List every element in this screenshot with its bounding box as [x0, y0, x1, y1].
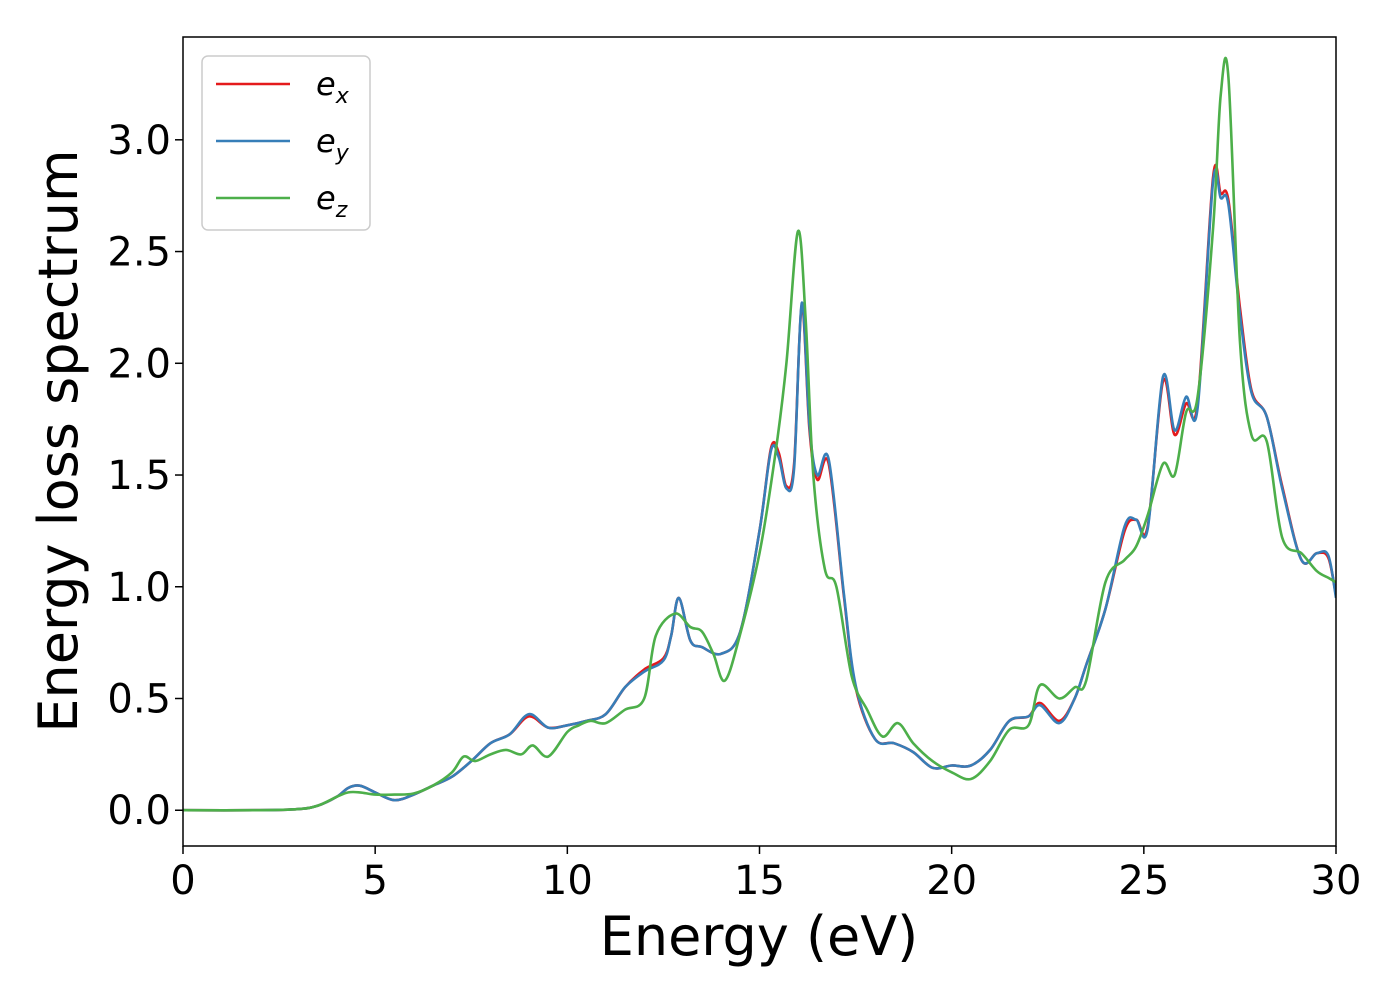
x-axis: 0 5 10 15 20 25 30: [170, 846, 1361, 904]
y-axis: 0.0 0.5 1.0 1.5 2.0 2.5 3.0: [107, 118, 183, 834]
x-tick-label: 5: [362, 858, 387, 904]
x-tick-label: 30: [1311, 858, 1362, 904]
x-axis-label: Energy (eV): [600, 905, 919, 968]
y-tick-label: 0.5: [107, 677, 171, 723]
series-line-z: [183, 56, 1336, 812]
legend-label-z: ez: [316, 179, 348, 223]
plot-background: [183, 37, 1336, 846]
x-tick-label: 20: [926, 858, 977, 904]
y-axis-label: Energy loss spectrum: [27, 149, 90, 732]
y-tick-label: 1.5: [107, 453, 171, 499]
legend: ex ey ez: [201, 55, 371, 231]
y-tick-label: 2.5: [107, 230, 171, 276]
y-tick-label: 1.0: [107, 565, 171, 611]
y-tick-label: 0.0: [107, 788, 171, 834]
series-line-y: [183, 168, 1336, 812]
legend-label-x: ex: [316, 65, 350, 109]
x-tick-label: 10: [542, 858, 593, 904]
x-tick-label: 0: [170, 858, 195, 904]
y-tick-label: 2.0: [107, 341, 171, 387]
legend-label-y: ey: [316, 122, 350, 166]
x-tick-label: 25: [1118, 858, 1169, 904]
y-tick-label: 3.0: [107, 118, 171, 164]
legend-box: [201, 55, 371, 231]
series-layer: [183, 56, 1336, 812]
x-tick-label: 15: [734, 858, 785, 904]
